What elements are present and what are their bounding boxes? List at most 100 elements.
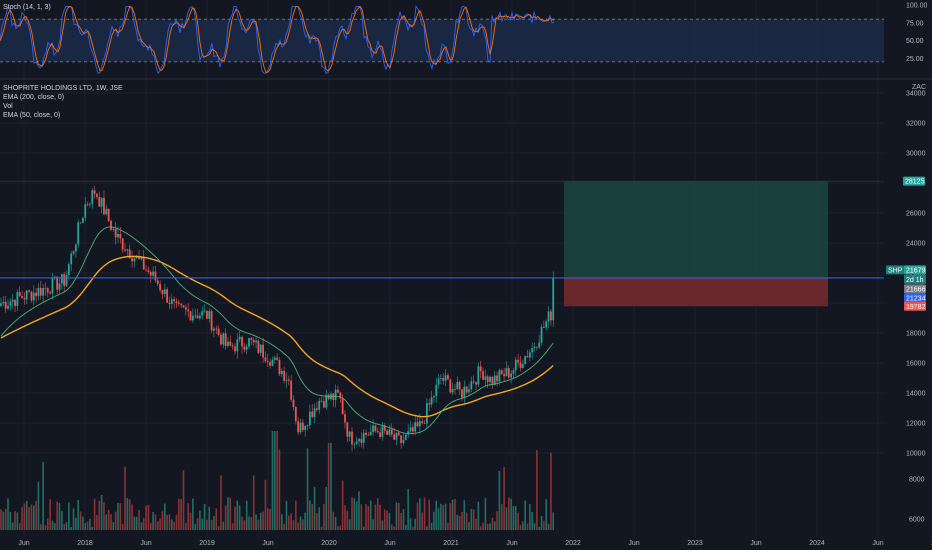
candle-body	[308, 411, 311, 426]
volume-bar	[16, 512, 19, 530]
volume-bar	[224, 505, 227, 530]
stoch-band-fill	[0, 19, 884, 62]
volume-bar	[140, 522, 143, 530]
volume-bar	[49, 499, 51, 530]
candle-body	[327, 394, 330, 400]
candle-body	[213, 328, 215, 331]
candle-body	[46, 288, 49, 293]
candle-body	[334, 389, 337, 400]
volume-bar	[2, 511, 5, 530]
volume-label[interactable]: Vol	[3, 103, 13, 110]
candle-body	[304, 426, 307, 431]
candle-body	[4, 302, 7, 309]
candle-body	[484, 376, 487, 380]
candle-body	[393, 434, 396, 440]
candle-body	[386, 430, 388, 435]
volume-bar	[442, 505, 445, 530]
target-zone[interactable]	[564, 181, 828, 279]
volume-bar	[341, 480, 344, 530]
volume-bar	[433, 511, 435, 530]
volume-bar	[161, 510, 164, 530]
candle-body	[344, 414, 346, 423]
volume-bar	[449, 503, 452, 530]
candle-body	[489, 376, 491, 383]
volume-bar	[199, 510, 201, 530]
time-tick-label: 2022	[565, 540, 581, 547]
ema200-label[interactable]: EMA (200, close, 0)	[3, 94, 65, 101]
candle-body	[451, 388, 454, 393]
volume-bar	[14, 511, 16, 530]
volume-bar	[543, 521, 545, 530]
time-axis[interactable]: Jun 2018 Jun 2019 Jun 2020 Jun 2021 Jun 2022 Jun 20…	[18, 540, 932, 547]
volume-bar	[395, 502, 398, 530]
candle-body	[231, 345, 234, 347]
price-tick-label: 16000	[906, 361, 926, 368]
candle-body	[505, 367, 508, 377]
stop-zone[interactable]	[564, 278, 828, 307]
candle-body	[533, 346, 536, 349]
volume-bar	[178, 498, 180, 530]
volume-bar	[283, 523, 285, 530]
volume-bar	[496, 511, 498, 530]
time-tick-label: 2018	[77, 540, 93, 547]
candle-body	[444, 375, 447, 381]
volume-bar	[381, 520, 384, 530]
candle-body	[493, 375, 496, 386]
volume-bar	[77, 499, 80, 530]
candle-body	[379, 432, 381, 437]
candle-body	[243, 346, 246, 350]
volume-bar	[208, 506, 211, 530]
target-badge: 28125	[905, 179, 925, 186]
candle-body	[449, 379, 452, 393]
volume-bar	[444, 503, 447, 530]
candle-body	[276, 357, 279, 360]
candle-body	[454, 388, 456, 390]
volume-bar	[316, 513, 318, 530]
candle-body	[482, 371, 484, 380]
candle-body	[416, 422, 419, 427]
price-candles[interactable]	[0, 185, 555, 452]
volume-bar	[37, 481, 40, 530]
volume-bar	[241, 516, 243, 530]
candle-body	[292, 399, 295, 408]
volume-bar	[35, 500, 37, 530]
last-price-badge-bg	[904, 265, 926, 275]
volume-bar	[250, 517, 253, 530]
candle-body	[374, 425, 377, 432]
price-tick-label: 10000	[906, 451, 926, 458]
candle-body	[248, 338, 250, 347]
candle-body	[278, 359, 281, 375]
stochastic-pane[interactable]	[0, 5, 884, 75]
stoch-label[interactable]: Stoch (14, 1, 3)	[3, 4, 51, 11]
time-tick-label: 2023	[687, 540, 703, 547]
volume-bar	[288, 515, 290, 530]
candle-body	[514, 359, 517, 371]
candle-body	[100, 197, 103, 207]
ema50-label[interactable]: EMA (50, close, 0)	[3, 112, 61, 119]
volume-bar	[515, 506, 517, 530]
candle-body	[114, 228, 117, 238]
ema50-line	[0, 226, 554, 435]
candle-body	[264, 357, 267, 362]
symbol-title[interactable]: SHOPRITE HOLDINGS LTD, 1W, JSE	[3, 85, 123, 92]
volume-bar	[536, 450, 538, 530]
volume-bar	[278, 449, 281, 530]
volume-bar	[463, 500, 466, 530]
candle-body	[346, 422, 349, 437]
candle-body	[440, 378, 442, 379]
volume-bar	[353, 498, 356, 530]
time-tick-label: 2021	[443, 540, 459, 547]
volume-bar	[386, 510, 388, 530]
candle-body	[297, 421, 300, 433]
volume-bar	[358, 491, 360, 530]
stop-badge: 19782	[906, 304, 926, 311]
long-position-tool[interactable]	[0, 180, 884, 307]
countdown-badge-bg	[904, 274, 926, 284]
candle-body	[503, 374, 505, 377]
volume-bar	[552, 512, 555, 530]
volume-bar	[128, 499, 131, 530]
volume-bar	[264, 479, 267, 530]
volume-bar	[477, 501, 480, 530]
candle-body	[96, 193, 98, 197]
